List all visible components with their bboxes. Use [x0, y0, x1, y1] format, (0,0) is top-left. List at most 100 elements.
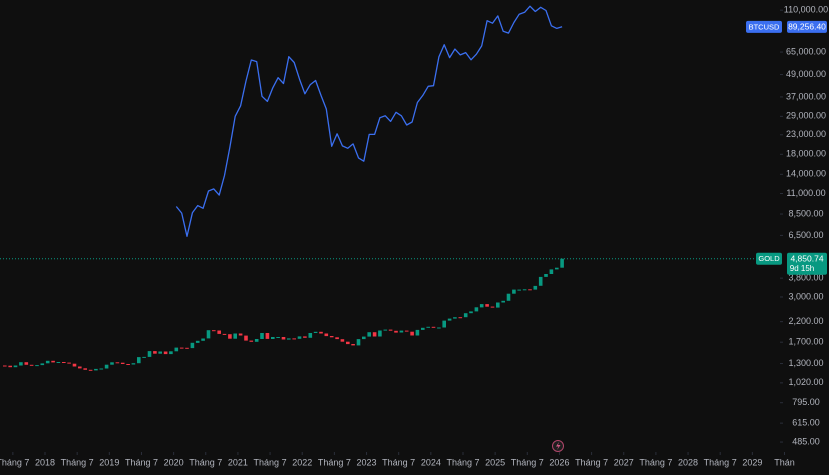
x-tick-label: Tháng 7 [0, 457, 29, 467]
x-tick-label: 2024 [421, 457, 441, 467]
candle [228, 334, 232, 339]
candle [394, 330, 398, 333]
candle [458, 317, 463, 319]
candle [362, 336, 366, 340]
y-tick-label: 1,020.00 [788, 377, 823, 387]
x-tick-label: 2025 [485, 457, 505, 467]
countdown-label: 9d 15h [790, 264, 814, 273]
candle [45, 360, 50, 364]
x-tick-label: 2019 [99, 457, 119, 467]
y-tick-label: 49,000.00 [786, 69, 826, 79]
y-tick-label: 6,500.00 [788, 230, 823, 240]
y-tick-label: 23,000.00 [786, 129, 826, 139]
x-tick-label: Tháng 7 [575, 457, 608, 467]
x-tick-label: Tháng 7 [318, 457, 351, 467]
candle [517, 289, 521, 291]
candle [212, 330, 216, 332]
x-tick-label: Tháng 7 [125, 457, 158, 467]
candle [276, 337, 280, 338]
candle [126, 364, 130, 365]
x-tick-label: Tháng 7 [254, 457, 287, 467]
candle [51, 360, 55, 363]
last-value-badge [787, 252, 827, 275]
candle [260, 333, 264, 339]
y-tick-label: 14,000.00 [786, 169, 826, 179]
x-tick-label: Tháng 7 [446, 457, 479, 467]
candle [378, 330, 382, 337]
time-axis [0, 452, 829, 475]
candle [490, 306, 495, 308]
candle [421, 327, 425, 330]
candle [3, 365, 7, 367]
candle [8, 365, 12, 368]
candle [104, 364, 109, 369]
y-tick-label: 8,500.00 [788, 208, 823, 218]
candle [533, 285, 538, 290]
y-tick-label: 615.00 [792, 418, 820, 428]
candle [88, 369, 93, 371]
candle [544, 274, 548, 277]
candle [474, 307, 479, 312]
candle [163, 351, 168, 355]
y-tick-label: 3,800.00 [788, 273, 823, 283]
candle [62, 362, 66, 363]
candle [137, 357, 141, 364]
x-tick-label: 2018 [35, 457, 55, 467]
candle [72, 363, 77, 367]
candle [367, 332, 371, 337]
candle [292, 338, 296, 340]
candle [447, 318, 452, 321]
candle [40, 363, 45, 366]
y-tick-label: 18,000.00 [786, 149, 826, 159]
candle [244, 335, 248, 341]
y-tick-label: 110,000.00 [784, 5, 828, 15]
candle [356, 339, 361, 346]
candle [410, 331, 414, 336]
candle [201, 338, 205, 341]
candle [351, 344, 355, 346]
candle [195, 340, 200, 343]
candle [506, 293, 511, 301]
candle [501, 300, 505, 303]
y-tick-label: 11,000.00 [786, 188, 825, 198]
candle [217, 330, 221, 334]
candle [313, 331, 318, 333]
candle [35, 365, 39, 367]
candle [512, 289, 516, 294]
x-tick-label: 2028 [678, 457, 698, 467]
candle [329, 336, 334, 338]
y-tick-label: 2,200.00 [788, 316, 823, 326]
candle [303, 336, 307, 338]
y-tick-label: 795.00 [792, 397, 820, 407]
candle [238, 333, 243, 336]
candle [281, 337, 286, 340]
candle [24, 362, 29, 365]
candle [479, 304, 484, 308]
x-tick-label: 2029 [742, 457, 762, 467]
candle [560, 258, 564, 268]
candle [147, 351, 152, 357]
candle [469, 311, 473, 314]
candle [99, 368, 104, 370]
candle [254, 339, 259, 342]
candle [340, 339, 345, 342]
x-tick-label: 2026 [549, 457, 569, 467]
x-tick-label: 2021 [228, 457, 248, 467]
candle [426, 326, 430, 328]
event-icon-bolt [556, 442, 561, 450]
x-tick-label: 2020 [164, 457, 184, 467]
candle [485, 304, 489, 307]
candle [538, 276, 543, 286]
candle [522, 289, 527, 291]
candle [174, 347, 179, 352]
price-axis [780, 0, 829, 475]
x-tick-label: Tháng 7 [189, 457, 222, 467]
candle [19, 362, 23, 366]
candle [271, 337, 275, 339]
candle [463, 313, 468, 318]
x-tick-label: Thán [774, 457, 795, 467]
candle [115, 362, 120, 364]
candle [453, 317, 457, 319]
candle [153, 351, 157, 354]
